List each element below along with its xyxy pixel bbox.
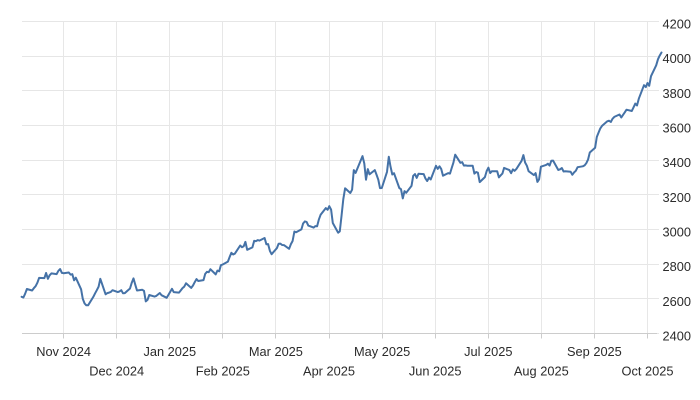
svg-text:Apr 2025: Apr 2025 — [303, 363, 355, 378]
svg-text:May 2025: May 2025 — [354, 344, 410, 359]
svg-text:3200: 3200 — [663, 190, 691, 205]
svg-text:Jan 2025: Jan 2025 — [143, 344, 196, 359]
svg-text:Sep 2025: Sep 2025 — [567, 344, 622, 359]
svg-text:Feb 2025: Feb 2025 — [196, 363, 250, 378]
svg-text:Dec 2024: Dec 2024 — [89, 363, 144, 378]
svg-text:2800: 2800 — [663, 259, 691, 274]
svg-text:3800: 3800 — [663, 86, 691, 101]
svg-text:3000: 3000 — [663, 225, 691, 240]
svg-text:Mar 2025: Mar 2025 — [249, 344, 303, 359]
svg-text:3600: 3600 — [663, 121, 691, 136]
svg-text:Aug 2025: Aug 2025 — [514, 363, 569, 378]
svg-text:4000: 4000 — [663, 51, 691, 66]
svg-text:Nov 2024: Nov 2024 — [36, 344, 91, 359]
svg-text:3400: 3400 — [663, 155, 691, 170]
svg-text:4200: 4200 — [663, 17, 691, 32]
svg-text:2600: 2600 — [663, 294, 691, 309]
svg-text:Jul 2025: Jul 2025 — [464, 344, 512, 359]
svg-text:Jun 2025: Jun 2025 — [409, 363, 462, 378]
svg-text:Oct 2025: Oct 2025 — [622, 363, 674, 378]
svg-text:2400: 2400 — [663, 328, 691, 343]
